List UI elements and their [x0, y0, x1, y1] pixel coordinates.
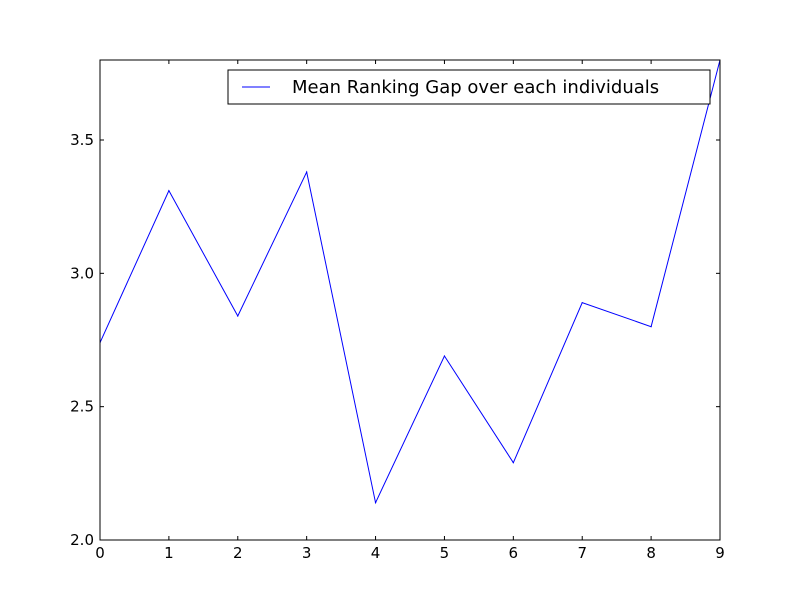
x-tick-label: 5: [440, 544, 450, 562]
y-tick-label: 2.0: [70, 531, 94, 549]
series-line-0: [100, 60, 720, 505]
axes: 0 1 2 3 4 5 6 7 8 9 2.0 2.5 3.0 3.5: [70, 59, 725, 562]
data-point: [237, 315, 239, 317]
y-tick-label: 2.5: [70, 398, 94, 416]
y-tick-label: 3.5: [70, 131, 94, 149]
x-tick-label: 9: [715, 544, 725, 562]
data-point: [512, 462, 514, 464]
axes-frame: [99, 59, 721, 541]
legend: Mean Ranking Gap over each individuals: [227, 69, 711, 105]
data-point: [581, 302, 583, 304]
x-tick-label: 0: [95, 544, 105, 562]
data-point: [168, 190, 170, 192]
y-tick-label: 3.0: [70, 264, 94, 282]
legend-box: [227, 69, 711, 105]
x-tick-label: 1: [164, 544, 174, 562]
x-tick-label: 3: [302, 544, 312, 562]
legend-label: Mean Ranking Gap over each individuals: [292, 77, 659, 98]
data-point: [306, 171, 308, 173]
x-tick-label: 6: [509, 544, 519, 562]
x-tick-label: 7: [577, 544, 587, 562]
x-tick-label: 8: [646, 544, 656, 562]
x-tick-label: 4: [371, 544, 381, 562]
data-point: [650, 326, 652, 328]
data-point: [374, 502, 377, 504]
data-point: [443, 355, 446, 357]
x-tick-label: 2: [233, 544, 243, 562]
